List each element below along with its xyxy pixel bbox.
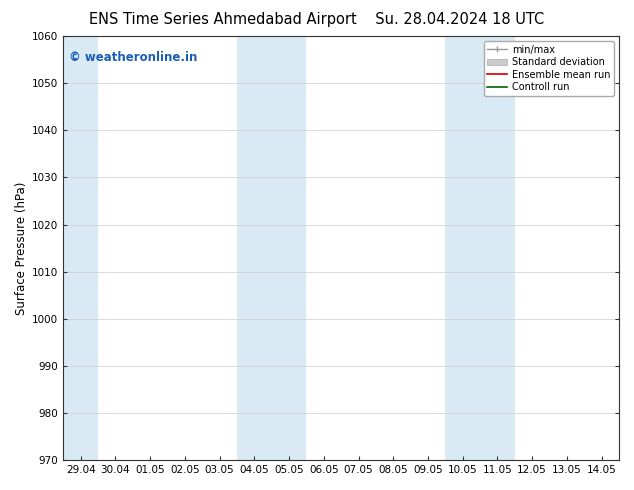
Bar bbox=[445, 36, 515, 460]
Bar bbox=[237, 36, 306, 460]
Bar bbox=[63, 36, 98, 460]
Text: ENS Time Series Ahmedabad Airport    Su. 28.04.2024 18 UTC: ENS Time Series Ahmedabad Airport Su. 28… bbox=[89, 12, 545, 27]
Legend: min/max, Standard deviation, Ensemble mean run, Controll run: min/max, Standard deviation, Ensemble me… bbox=[484, 41, 614, 96]
Text: © weatheronline.in: © weatheronline.in bbox=[69, 51, 197, 64]
Y-axis label: Surface Pressure (hPa): Surface Pressure (hPa) bbox=[15, 181, 28, 315]
